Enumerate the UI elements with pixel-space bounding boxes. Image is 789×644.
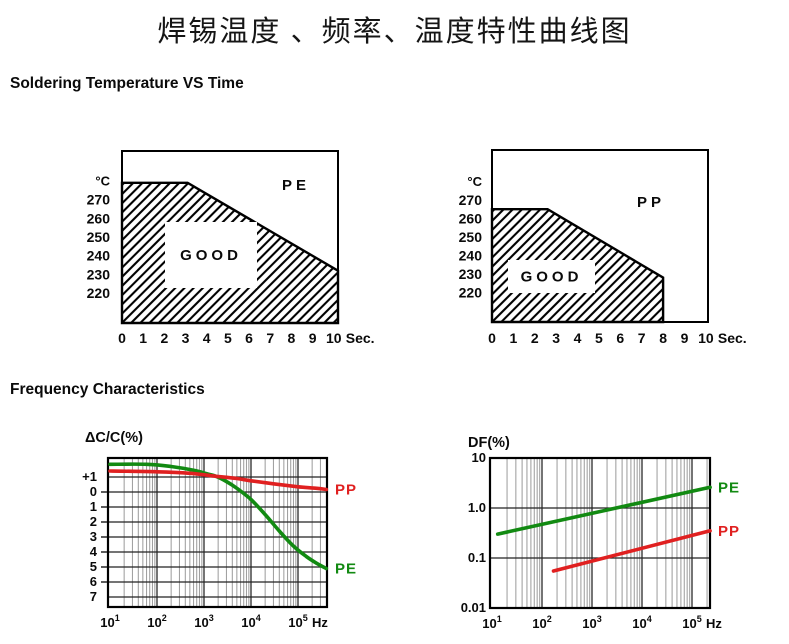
y-tick-label: 0.01 <box>461 600 486 615</box>
y-tick-label: 270 <box>87 192 111 208</box>
x-tick-label: 0 <box>118 330 126 346</box>
soldering-section-heading: Soldering Temperature VS Time <box>10 75 244 92</box>
series-pp-curve <box>551 529 712 573</box>
x-tick-label: 4 <box>203 330 211 346</box>
plot-border <box>121 150 339 324</box>
y-tick-label: +1 <box>82 469 97 484</box>
x-tick-label: 0 <box>488 330 496 346</box>
y-tick-label: 220 <box>459 284 483 300</box>
y-tick-label: 240 <box>87 248 111 264</box>
y-tick-label: 7 <box>90 589 97 604</box>
x-tick-label: 9 <box>681 330 689 346</box>
material-label: PP <box>637 194 665 211</box>
axis-title: ΔC/C(%) <box>85 430 143 446</box>
x-tick-label: 5 <box>595 330 603 346</box>
x-tick-label: 8 <box>288 330 296 346</box>
chart-soldering-pp: GOOD PP °C 270 260 250 240 230 220 0 1 2 3 4 5 6 7 8 9 10 Se… <box>459 149 747 346</box>
good-region-label: GOOD <box>180 247 242 264</box>
y-tick-label: 250 <box>87 229 111 245</box>
x-tick-label: 103 <box>194 613 213 630</box>
x-tick-label: 101 <box>482 614 501 631</box>
good-region-label: GOOD <box>521 269 583 286</box>
x-tick-label: 6 <box>245 330 253 346</box>
x-tick-label: 1 <box>509 330 517 346</box>
y-tick-label: 0.1 <box>468 550 486 565</box>
series-label-pe: PE <box>718 479 740 496</box>
plot-border <box>491 149 709 323</box>
x-tick-label: 8 <box>659 330 667 346</box>
material-label: PE <box>282 177 310 194</box>
frequency-section-heading: Frequency Characteristics <box>10 381 205 398</box>
y-tick-label: 6 <box>90 574 97 589</box>
x-tick-label: 104 <box>632 614 651 631</box>
series-label-pe: PE <box>335 561 357 578</box>
y-tick-label: 270 <box>459 192 483 208</box>
x-tick-label: 9 <box>309 330 317 346</box>
page-title: 焊锡温度 、频率、温度特性曲线图 <box>157 16 632 48</box>
x-tick-label: 2 <box>160 330 168 346</box>
plot-border <box>488 456 712 610</box>
y-tick-label: 3 <box>90 529 97 544</box>
y-tick-label: 1.0 <box>468 500 486 515</box>
x-tick-label: 102 <box>532 614 551 631</box>
y-tick-label: 240 <box>459 247 483 263</box>
x-tick-label: 3 <box>552 330 560 346</box>
y-tick-label: 250 <box>459 229 483 245</box>
good-label-box <box>508 260 595 293</box>
x-tick-label: 101 <box>100 613 119 630</box>
x-tick-label: 7 <box>266 330 274 346</box>
x-tick-label: 10 <box>698 330 714 346</box>
x-tick-label: 104 <box>241 613 260 630</box>
good-label-box <box>165 222 257 288</box>
y-axis-unit: °C <box>95 174 110 189</box>
y-tick-label: 10 <box>472 450 486 465</box>
y-tick-label: 230 <box>87 266 111 282</box>
x-tick-label: 1 <box>139 330 147 346</box>
axis-title: DF(%) <box>468 435 510 451</box>
x-tick-label: 105 <box>682 614 701 631</box>
y-tick-label: 230 <box>459 266 483 282</box>
y-tick-label: 260 <box>459 210 483 226</box>
y-tick-label: 220 <box>87 285 111 301</box>
series-pe-curve <box>108 462 329 571</box>
y-tick-label: 260 <box>87 210 111 226</box>
x-tick-label: 3 <box>182 330 190 346</box>
series-pe-curve <box>495 485 712 536</box>
x-axis-unit: Sec. <box>346 330 375 346</box>
y-axis-unit: °C <box>467 174 482 189</box>
y-tick-label: 2 <box>90 514 97 529</box>
x-tick-label: 2 <box>531 330 539 346</box>
y-tick-label: 5 <box>90 559 97 574</box>
x-axis-unit: Hz <box>312 615 328 630</box>
y-tick-label: 1 <box>90 499 97 514</box>
series-label-pp: PP <box>718 523 740 540</box>
x-tick-label: 7 <box>638 330 646 346</box>
chart-soldering-pe: GOOD PE °C 270 260 250 240 230 220 0 1 2 3 4 5 6 7 8 9 10 Se… <box>87 150 375 346</box>
x-tick-label: 4 <box>574 330 582 346</box>
x-axis-unit: Hz <box>706 616 722 631</box>
y-tick-label: 0 <box>90 484 97 499</box>
plot-border <box>106 456 329 609</box>
series-label-pp: PP <box>335 481 357 498</box>
series-pp-curve <box>108 469 329 492</box>
x-tick-label: 102 <box>147 613 166 630</box>
x-tick-label: 5 <box>224 330 232 346</box>
x-tick-label: 103 <box>582 614 601 631</box>
x-axis-unit: Sec. <box>718 330 747 346</box>
x-tick-label: 10 <box>326 330 342 346</box>
x-tick-label: 105 <box>288 613 307 630</box>
y-tick-label: 4 <box>90 544 98 559</box>
x-tick-label: 6 <box>616 330 624 346</box>
